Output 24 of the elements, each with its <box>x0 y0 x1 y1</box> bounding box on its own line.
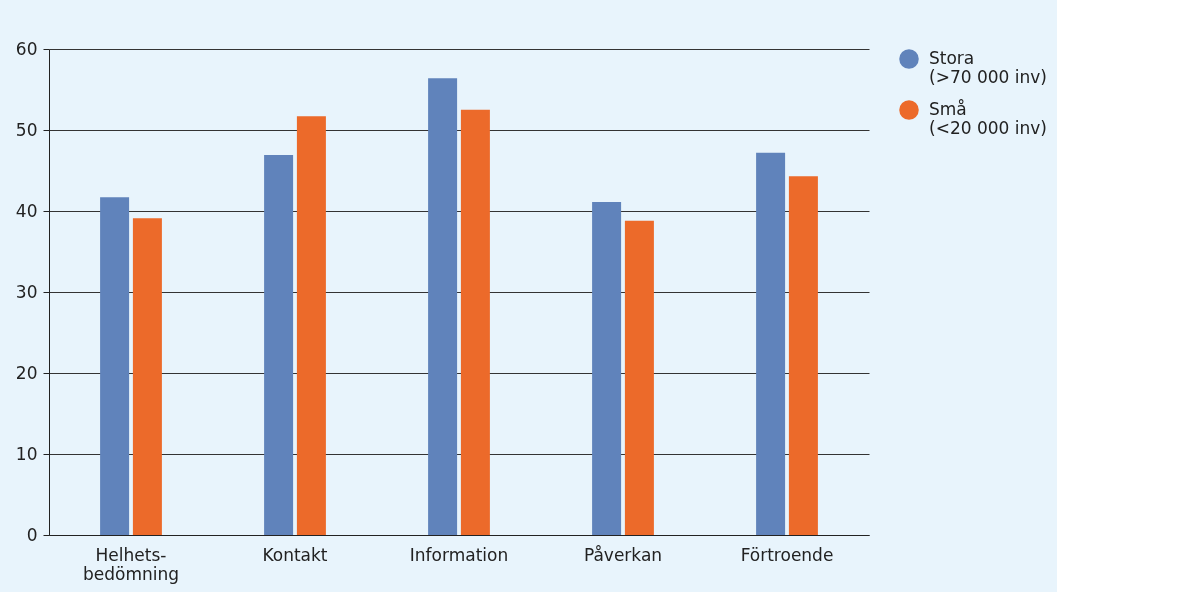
bar <box>756 152 786 535</box>
bar <box>132 218 162 535</box>
bar <box>624 220 654 535</box>
legend-label: Små (<20 000 inv) <box>929 99 1047 138</box>
bar <box>100 197 130 535</box>
y-tick-label: 0 <box>26 524 38 545</box>
bar <box>788 176 818 535</box>
x-tick-label: Helhets- bedömning <box>82 544 180 584</box>
x-tick-label: Förtroende <box>740 544 834 565</box>
bar <box>296 116 326 535</box>
bar <box>428 78 458 535</box>
y-tick-label: 40 <box>15 200 38 221</box>
x-tick-label: Kontakt <box>262 544 328 565</box>
bar <box>592 202 622 535</box>
bar <box>264 155 294 535</box>
y-tick-label: 30 <box>15 281 38 302</box>
bar <box>460 109 490 535</box>
y-tick-label: 50 <box>15 119 38 140</box>
legend-label: Stora (>70 000 inv) <box>929 48 1047 87</box>
y-tick-label: 10 <box>15 443 38 464</box>
x-tick-label: Påverkan <box>583 544 663 565</box>
y-tick-label: 60 <box>15 38 38 59</box>
x-tick-label: Information <box>409 544 509 565</box>
y-tick-label: 20 <box>15 362 38 383</box>
